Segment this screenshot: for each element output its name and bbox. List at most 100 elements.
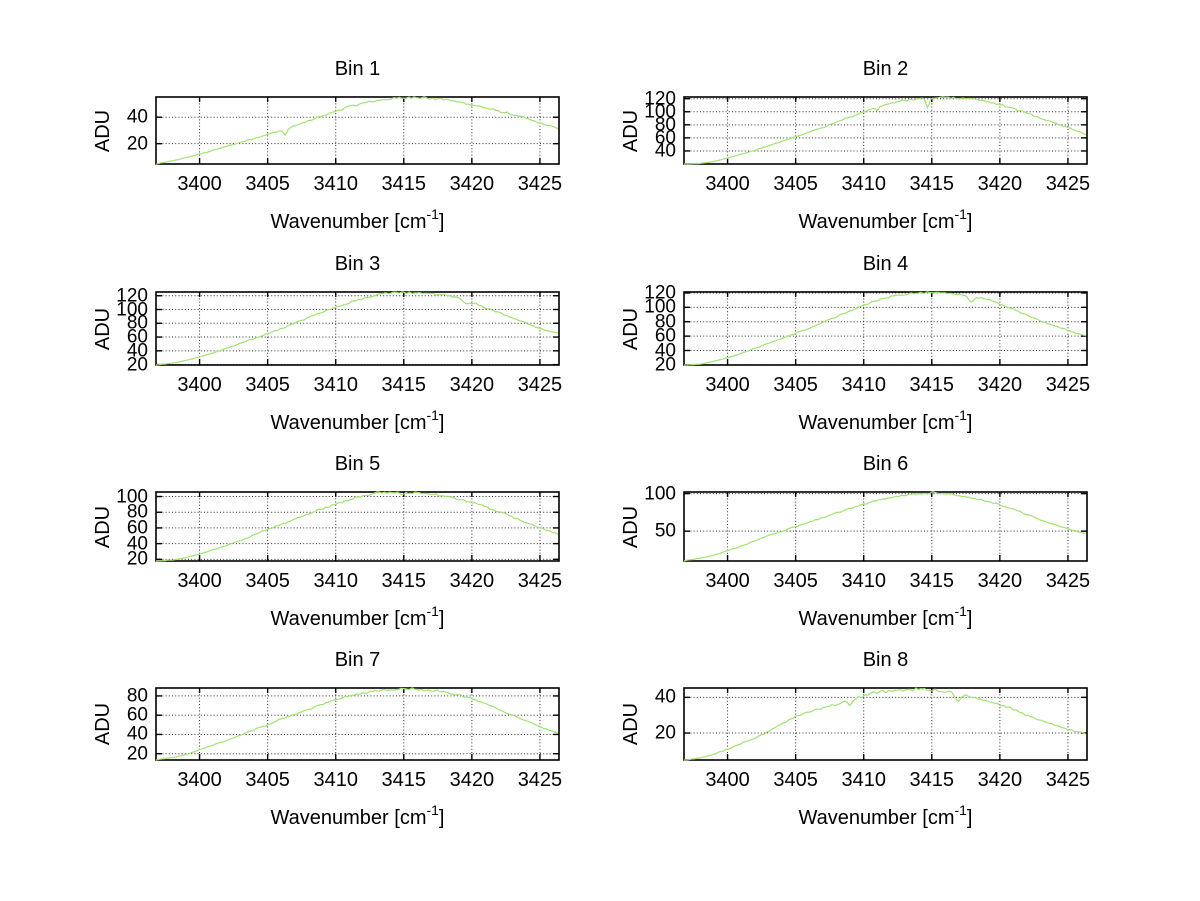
- plot-title: Bin 3: [334, 253, 381, 275]
- x-tick-label: 3400: [705, 570, 750, 592]
- y-axis-label: ADU: [92, 109, 114, 152]
- y-tick-label: 40: [126, 723, 148, 745]
- x-axis-label: Wavenumber [cm-1]: [798, 207, 973, 233]
- x-axis-label-text: Wavenumber [cm: [798, 211, 955, 233]
- x-tick-label: 3425: [517, 570, 563, 592]
- y-tick-label: 20: [126, 354, 148, 376]
- y-tick-label: 80: [654, 114, 676, 136]
- plot-canvas: [155, 687, 560, 761]
- x-axis-label-exponent: -1: [426, 603, 439, 620]
- axis-box: [155, 687, 560, 761]
- y-tick-label: 40: [654, 686, 676, 708]
- x-axis-label-text: Wavenumber [cm: [798, 608, 955, 630]
- y-axis-label: ADU: [92, 505, 114, 548]
- x-tick-label: 3415: [381, 769, 427, 791]
- y-tick-label: 120: [644, 282, 676, 304]
- y-axis-label: ADU: [620, 109, 642, 152]
- y-tick-label: 120: [116, 285, 148, 307]
- axis-box: [683, 491, 1088, 562]
- y-tick-label: 40: [126, 106, 148, 128]
- y-tick-label: 20: [654, 354, 676, 376]
- spectrum-line: [155, 291, 559, 366]
- axis-box: [155, 291, 560, 366]
- y-tick-label: 60: [654, 127, 676, 149]
- x-tick-label: 3415: [381, 374, 427, 396]
- spectrum-line: [684, 291, 1087, 366]
- y-tick-label: 80: [126, 501, 148, 523]
- axis-box: [683, 96, 1088, 165]
- x-tick-label: 3415: [909, 570, 955, 592]
- spectrum-line: [155, 96, 559, 165]
- x-axis-label-exponent: -1: [954, 603, 967, 620]
- axis-box: [683, 687, 1088, 761]
- plot-title: Bin 6: [862, 453, 909, 475]
- x-tick-label: 3415: [381, 173, 427, 195]
- x-axis-label-text: Wavenumber [cm: [270, 211, 427, 233]
- x-tick-label: 3400: [177, 374, 222, 396]
- x-tick-label: 3405: [773, 570, 818, 592]
- plot-canvas: [155, 491, 560, 562]
- plot-title: Bin 2: [862, 58, 909, 80]
- x-axis-label: Wavenumber [cm-1]: [270, 604, 445, 630]
- x-axis-label-exponent: -1: [954, 206, 967, 223]
- y-tick-label: 40: [654, 140, 676, 162]
- x-axis-label: Wavenumber [cm-1]: [270, 207, 445, 233]
- x-axis-label-exponent: -1: [954, 802, 967, 819]
- x-tick-label: 3400: [177, 769, 222, 791]
- y-tick-label: 100: [116, 299, 148, 321]
- y-tick-label: 100: [116, 486, 148, 508]
- x-axis-label-text: ]: [438, 807, 445, 829]
- x-tick-label: 3405: [773, 769, 818, 791]
- spectrum-line: [155, 687, 559, 761]
- x-axis-label-text: Wavenumber [cm: [798, 412, 955, 434]
- x-tick-label: 3420: [977, 769, 1023, 791]
- y-tick-label: 40: [126, 533, 148, 555]
- plot-title: Bin 8: [862, 649, 909, 671]
- plot-title: Bin 4: [862, 253, 909, 275]
- y-tick-label: 100: [644, 296, 676, 318]
- x-tick-label: 3415: [909, 173, 955, 195]
- x-tick-label: 3425: [1045, 570, 1091, 592]
- plot-canvas: [155, 96, 560, 165]
- x-tick-label: 3405: [773, 173, 818, 195]
- y-tick-label: 20: [654, 722, 676, 744]
- spectrum-line: [155, 491, 559, 562]
- plot-title: Bin 5: [334, 453, 381, 475]
- plot-canvas: [683, 291, 1088, 366]
- x-tick-label: 3400: [705, 769, 750, 791]
- axis-box: [683, 291, 1088, 366]
- plot-canvas: [155, 291, 560, 366]
- x-axis-label-text: ]: [966, 211, 973, 233]
- x-axis-label: Wavenumber [cm-1]: [271, 408, 445, 433]
- x-axis-label-text: ]: [438, 211, 445, 233]
- y-tick-label: 120: [644, 88, 676, 110]
- x-tick-label: 3425: [517, 374, 563, 396]
- x-tick-label: 3405: [245, 570, 290, 592]
- x-axis-label-text: Wavenumber [cm: [798, 807, 955, 829]
- x-tick-label: 3405: [245, 374, 290, 396]
- x-axis-label-text: Wavenumber [cm: [270, 807, 427, 829]
- x-tick-label: 3415: [381, 570, 427, 592]
- y-axis-label: ADU: [92, 702, 114, 746]
- x-tick-label: 3420: [977, 570, 1023, 592]
- x-tick-label: 3425: [1045, 374, 1091, 396]
- plot-canvas: [683, 491, 1088, 562]
- y-tick-label: 50: [654, 520, 676, 542]
- x-tick-label: 3420: [977, 173, 1023, 195]
- x-axis-label-text: ]: [966, 807, 973, 829]
- x-tick-label: 3400: [705, 173, 750, 195]
- x-axis-label: Wavenumber [cm-1]: [798, 803, 973, 829]
- y-tick-label: 60: [126, 326, 148, 348]
- x-tick-label: 3425: [1045, 173, 1091, 195]
- plot-title: Bin 1: [334, 58, 381, 80]
- y-tick-label: 100: [644, 483, 676, 505]
- y-axis-label: ADU: [92, 307, 114, 350]
- x-axis-label-text: Wavenumber [cm: [270, 608, 427, 630]
- y-tick-label: 60: [126, 517, 148, 539]
- y-axis-label: ADU: [620, 505, 642, 548]
